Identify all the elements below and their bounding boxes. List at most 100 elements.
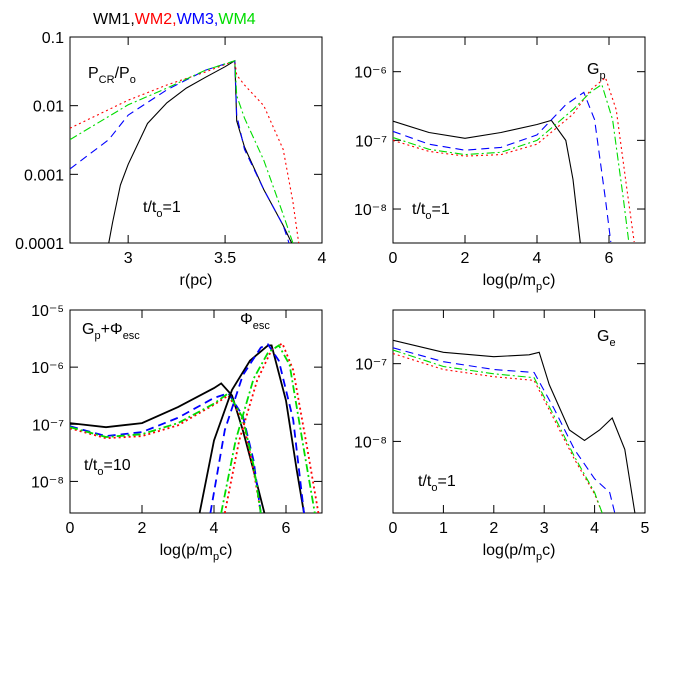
- y-tick-label: 10⁻⁶: [354, 65, 387, 82]
- x-axis-label-run: c): [219, 542, 232, 559]
- series-line: [393, 91, 612, 243]
- annotation-run: o: [130, 74, 136, 86]
- annotation-run: Φ: [240, 311, 253, 328]
- x-axis-label: r(pc): [180, 272, 213, 289]
- legend-entry: WM2: [135, 11, 172, 28]
- plot-frame: [392, 309, 646, 514]
- y-tick-label: 0.0001: [15, 236, 64, 253]
- annotation-run: esc: [253, 320, 271, 332]
- annotation-run: +Φ: [101, 321, 123, 338]
- x-tick-label: 2: [489, 520, 498, 537]
- series-line: [393, 76, 635, 243]
- plot-frame: [69, 309, 323, 514]
- annotation-run: P: [88, 65, 99, 82]
- x-tick-label: 5: [641, 520, 650, 537]
- annotation: Φesc: [240, 311, 270, 332]
- annotation-run: o: [431, 482, 437, 494]
- annotation: t/to=1: [412, 201, 450, 222]
- annotation-run: G: [587, 61, 599, 78]
- legend-separator: ,: [214, 11, 218, 28]
- x-tick-label: 0: [66, 520, 75, 537]
- annotation-run: G: [597, 328, 609, 345]
- annotation-run: o: [156, 208, 162, 220]
- annotation-run: t/t: [412, 201, 426, 218]
- y-tick-label: 0.001: [24, 167, 64, 184]
- x-tick-label: 4: [590, 520, 599, 537]
- y-tick-label: 10⁻⁷: [355, 133, 387, 150]
- x-tick-label: 4: [210, 520, 219, 537]
- series-line: [393, 349, 603, 513]
- annotation-run: =1: [437, 473, 455, 490]
- series-line: [393, 339, 636, 513]
- series-group: [70, 59, 300, 243]
- legend: WM1,WM2,WM3,WM4: [93, 11, 256, 28]
- x-tick-label: 3.5: [214, 250, 236, 267]
- series-line: [209, 343, 305, 513]
- annotation-run: t/t: [418, 473, 432, 490]
- y-tick-label: 0.1: [42, 30, 64, 47]
- annotation-run: CR: [99, 74, 115, 86]
- series-group: [70, 342, 320, 513]
- series-line: [70, 382, 266, 513]
- annotation-run: o: [97, 466, 103, 478]
- annotation: PCR/Po: [88, 65, 136, 86]
- annotation-run: o: [425, 210, 431, 222]
- annotation-run: p: [94, 330, 100, 342]
- y-tick-label: 0.01: [33, 99, 64, 116]
- legend-entry: WM3: [177, 11, 214, 28]
- x-axis-label-run: c): [542, 542, 555, 559]
- series-group: [393, 339, 636, 513]
- x-axis-label-run: log(p/m: [160, 542, 213, 559]
- x-axis-label-run: p: [536, 281, 542, 293]
- x-axis-label-run: c): [542, 272, 555, 289]
- annotation: t/to=1: [418, 473, 456, 494]
- legend-entry: WM1: [93, 11, 130, 28]
- annotation-run: =1: [162, 199, 180, 216]
- x-axis-label-run: p: [213, 551, 219, 563]
- x-axis-label: log(p/mpc): [483, 272, 556, 293]
- annotation-run: =10: [103, 457, 130, 474]
- annotation: Ge: [597, 328, 616, 349]
- series-line: [393, 352, 603, 513]
- annotation-run: esc: [123, 330, 141, 342]
- annotation: t/to=1: [143, 199, 181, 220]
- legend-entry: WM4: [218, 11, 255, 28]
- x-tick-label: 3: [124, 250, 133, 267]
- annotation: Gp: [587, 61, 606, 82]
- annotation-run: t/t: [143, 199, 157, 216]
- series-line: [393, 83, 630, 243]
- x-axis-label: log(p/mpc): [483, 542, 556, 563]
- x-tick-label: 3: [540, 520, 549, 537]
- y-tick-label: 10⁻⁷: [355, 357, 387, 374]
- series-line: [70, 391, 262, 513]
- annotation-run: t/t: [84, 457, 98, 474]
- series-line: [393, 347, 616, 513]
- annotation-run: G: [82, 321, 94, 338]
- legend-separator: ,: [130, 11, 134, 28]
- y-tick-label: 10⁻⁷: [32, 417, 64, 434]
- series-group: [393, 76, 635, 243]
- x-tick-label: 2: [138, 520, 147, 537]
- x-tick-label: 0: [389, 250, 398, 267]
- x-tick-label: 6: [282, 520, 291, 537]
- x-axis-label-run: log(p/m: [483, 272, 536, 289]
- annotation: t/to=10: [84, 457, 131, 478]
- x-tick-label: 2: [461, 250, 470, 267]
- annotation-run: =1: [431, 201, 449, 218]
- annotation-run: /P: [115, 65, 130, 82]
- plot-frame: [69, 36, 323, 244]
- legend-separator: ,: [172, 11, 176, 28]
- annotation: Gp+Φesc: [82, 321, 140, 342]
- y-tick-label: 10⁻⁸: [31, 474, 64, 491]
- x-tick-label: 0: [389, 520, 398, 537]
- y-tick-label: 10⁻⁸: [354, 202, 387, 219]
- annotation-run: p: [599, 70, 605, 82]
- x-tick-label: 6: [605, 250, 614, 267]
- x-axis-label-run: r(pc): [180, 272, 213, 289]
- series-line: [220, 344, 316, 513]
- y-tick-label: 10⁻⁵: [31, 303, 64, 320]
- x-tick-label: 4: [318, 250, 327, 267]
- x-axis-label: log(p/mpc): [160, 542, 233, 563]
